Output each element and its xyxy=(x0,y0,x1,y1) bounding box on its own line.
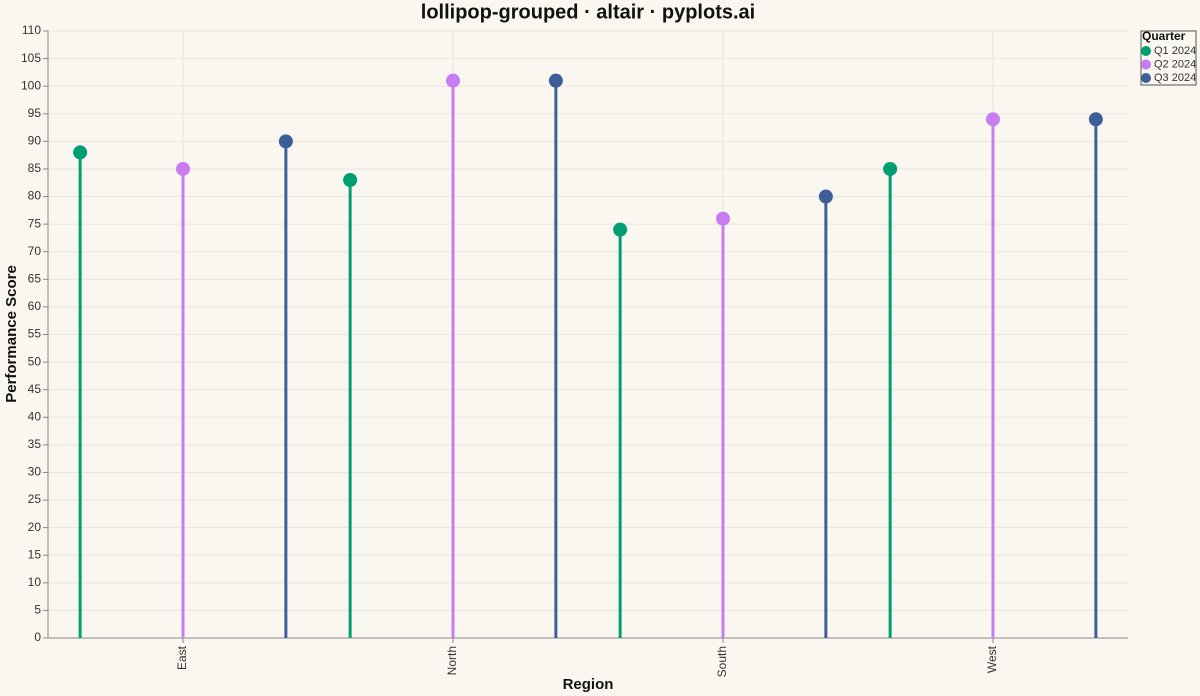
dot xyxy=(278,134,293,149)
dot xyxy=(716,211,730,226)
dot xyxy=(1088,112,1103,127)
y-tick-label: 40 xyxy=(28,409,42,423)
x-tick-label: North xyxy=(445,646,459,675)
y-tick-label: 85 xyxy=(28,161,42,175)
y-tick-label: 20 xyxy=(28,520,42,534)
y-tick-label: 110 xyxy=(22,23,41,37)
y-tick-label: 95 xyxy=(28,106,42,120)
y-tick-label: 70 xyxy=(28,244,42,258)
y-tick-label: 25 xyxy=(28,492,42,506)
dot xyxy=(446,73,460,88)
chart-title: lollipop-grouped · altair · pyplots.ai xyxy=(421,1,755,23)
dot xyxy=(343,172,358,187)
dot xyxy=(73,145,88,160)
dot xyxy=(986,112,1000,127)
dot xyxy=(176,161,190,176)
y-tick-label: 100 xyxy=(21,78,41,92)
legend-label: Q1 2024 xyxy=(1154,45,1196,57)
legend-swatch xyxy=(1141,59,1151,70)
x-axis-title: Region xyxy=(563,676,614,693)
legend-swatch xyxy=(1141,46,1151,56)
dot xyxy=(548,73,563,88)
y-tick-label: 45 xyxy=(28,382,42,396)
y-tick-label: 80 xyxy=(28,189,42,203)
legend-swatch xyxy=(1141,73,1151,83)
y-tick-label: 50 xyxy=(28,354,42,368)
y-tick-label: 10 xyxy=(28,575,42,589)
x-tick-label: West xyxy=(985,645,999,673)
y-tick-label: 60 xyxy=(28,299,42,313)
y-tick-label: 75 xyxy=(28,216,42,230)
y-tick-label: 15 xyxy=(28,547,42,561)
y-tick-label: 90 xyxy=(28,134,42,148)
x-tick-label: East xyxy=(175,645,189,670)
dot xyxy=(818,189,833,204)
y-tick-label: 105 xyxy=(21,51,41,65)
y-axis-title: Performance Score xyxy=(3,265,20,403)
legend-label: Q2 2024 xyxy=(1154,58,1196,70)
y-tick-label: 30 xyxy=(28,465,42,479)
dot xyxy=(883,161,898,176)
dot xyxy=(613,222,628,237)
y-tick-label: 5 xyxy=(34,603,41,617)
y-tick-label: 65 xyxy=(28,271,42,285)
y-tick-label: 55 xyxy=(28,327,42,341)
y-tick-label: 0 xyxy=(34,630,41,644)
legend-label: Q3 2024 xyxy=(1154,72,1196,84)
legend-title: Quarter xyxy=(1142,29,1186,43)
x-tick-label: South xyxy=(715,646,729,677)
y-tick-label: 35 xyxy=(28,437,42,451)
